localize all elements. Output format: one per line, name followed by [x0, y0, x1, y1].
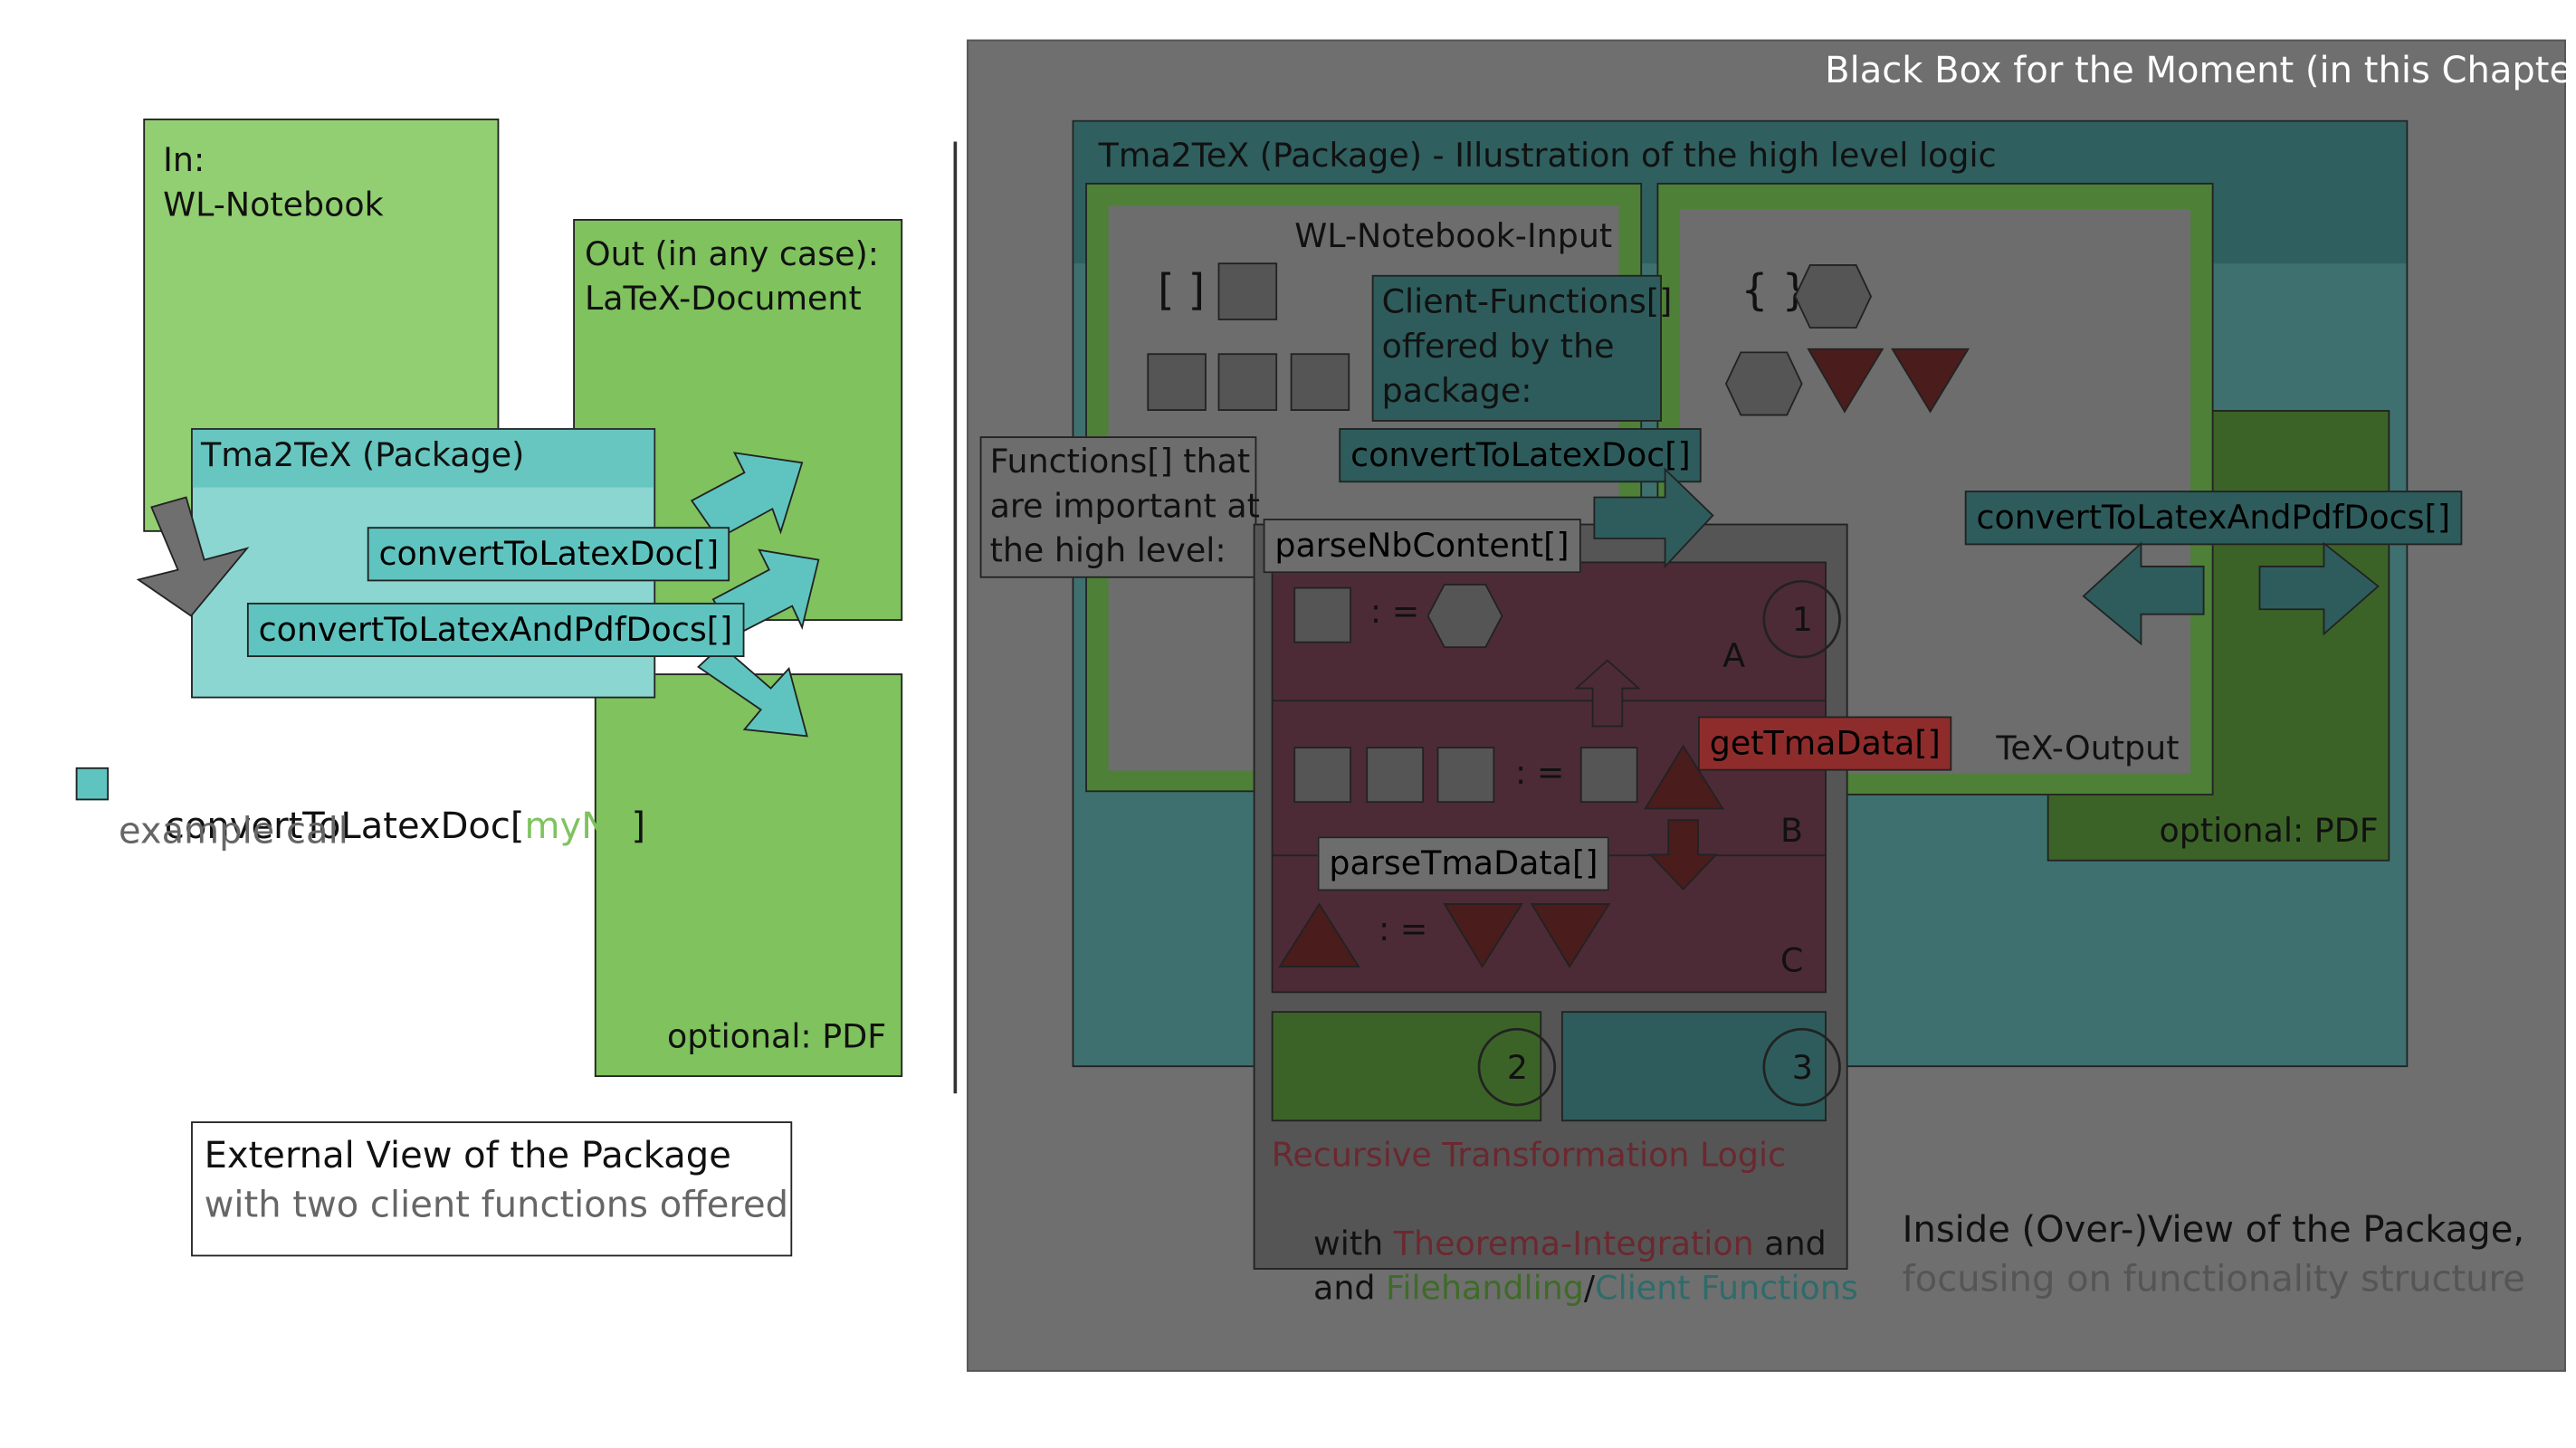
- ext-fn-convert-doc: convertToLatexDoc[]: [367, 527, 730, 582]
- legend-line2-suffix: and: [1753, 1223, 1827, 1263]
- important-functions-line3: the high level:: [989, 529, 1226, 570]
- triangle-up-icon: [1644, 744, 1724, 810]
- important-functions-note: [979, 436, 1257, 578]
- marker-circle-icon: [1762, 579, 1841, 659]
- left-arrow-icon: [2082, 541, 2205, 646]
- external-caption-subtitle: with two client functions offered: [204, 1186, 789, 1227]
- up-arrow-icon: [1573, 659, 1641, 728]
- client-functions-box: [1560, 1011, 1827, 1122]
- example-call-prefix: convertToLatexDoc[: [164, 806, 525, 849]
- cell-square-icon: [1217, 262, 1278, 320]
- filehandling-box: [1271, 1011, 1542, 1122]
- external-caption-box: [191, 1121, 793, 1257]
- client-functions-line3: package:: [1381, 370, 1532, 411]
- client-functions-line2: offered by the: [1381, 326, 1615, 366]
- tex-output-label: TeX-Output: [1996, 728, 2180, 767]
- example-swatch: [75, 767, 110, 801]
- section-b-label: B: [1779, 810, 1803, 850]
- cell-square-icon: [1293, 747, 1351, 804]
- ext-fn-convert-pdf: convertToLatexAndPdfDocs[]: [246, 602, 744, 658]
- output-label-2: LaTeX-Document: [584, 278, 862, 319]
- pdf-arrow-icon: [697, 644, 808, 738]
- example-caption: example call: [119, 812, 348, 853]
- marker-circle-icon: [1762, 1027, 1841, 1107]
- assign-symbol-c: : =: [1379, 909, 1428, 949]
- input-arrow-icon: [136, 496, 250, 617]
- assign-symbol-a: : =: [1369, 591, 1420, 631]
- example-call-arg: myNb: [524, 806, 632, 849]
- notebook-input-label: WL-Notebook-Input: [1294, 215, 1613, 256]
- cell-square-icon: [1579, 747, 1638, 804]
- legend-theorema: Theorema-Integration: [1393, 1223, 1754, 1263]
- fn-parse-nb-content: parseNbContent[]: [1263, 519, 1581, 574]
- example-call: convertToLatexDoc[myNb]: [119, 761, 645, 894]
- marker-1-label: 1: [1791, 599, 1813, 640]
- cell-square-icon: [1293, 586, 1351, 643]
- fn-get-tma-data: getTmaData[]: [1698, 716, 1952, 771]
- inside-caption-subtitle: focusing on functionality structure: [1902, 1259, 2525, 1301]
- triangle-down-icon: [1530, 903, 1611, 968]
- cell-square-icon: [1290, 353, 1350, 411]
- brace-symbol: { }: [1741, 266, 1809, 317]
- inner-fn-convert-doc: convertToLatexDoc[]: [1339, 428, 1703, 483]
- fn-parse-tma-data: parseTmaData[]: [1317, 836, 1610, 891]
- section-c-label: C: [1779, 939, 1804, 980]
- inside-caption-title: Inside (Over-)View of the Package,: [1902, 1210, 2525, 1252]
- legend-filehandling: Filehandling: [1386, 1268, 1584, 1308]
- cell-square-icon: [1147, 353, 1207, 411]
- inner-package-title: Tma2TeX (Package) - Illustration of the …: [1098, 135, 1997, 175]
- client-functions-note: [1371, 274, 1662, 422]
- marker-circle-icon: [1477, 1027, 1557, 1107]
- client-functions-line1: Client-Functions[]: [1381, 281, 1673, 321]
- inner-fn-convert-pdf: convertToLatexAndPdfDocs[]: [1964, 491, 2462, 546]
- triangle-down-icon: [1891, 348, 1970, 414]
- legend-line3-prefix: and: [1313, 1268, 1387, 1308]
- triangle-down-icon: [1443, 903, 1523, 968]
- legend-slash: /: [1583, 1268, 1596, 1308]
- optional-pdf-label: optional: PDF: [666, 1015, 887, 1056]
- right-arrow-icon: [2258, 541, 2380, 636]
- inner-pdf-label: optional: PDF: [2159, 810, 2379, 850]
- triangle-down-icon: [1807, 348, 1884, 414]
- cell-square-icon: [1217, 353, 1278, 411]
- important-functions-line2: are important at: [989, 485, 1260, 526]
- hexagon-icon: [1724, 351, 1803, 416]
- view-separator: [953, 141, 958, 1094]
- optional-pdf-box: [594, 673, 903, 1078]
- marker-3-label: 3: [1791, 1047, 1813, 1087]
- section-a-label: A: [1722, 635, 1746, 676]
- down-arrow-icon: [1648, 819, 1719, 891]
- black-box-label: Black Box for the Moment (in this Chapte…: [1825, 51, 2576, 92]
- section-divider-ab: [1271, 700, 1827, 702]
- legend-line2-prefix: with: [1313, 1223, 1394, 1263]
- example-call-suffix: ]: [631, 806, 646, 849]
- triangle-up-icon: [1278, 902, 1360, 968]
- hexagon-icon: [1426, 584, 1503, 649]
- external-caption-title: External View of the Package: [204, 1136, 731, 1178]
- flow-arrow-icon: [1593, 467, 1714, 569]
- cell-square-icon: [1366, 747, 1425, 804]
- legend-line2: with Theorema-Integration and: [1272, 1177, 1827, 1310]
- package-box-header: [192, 429, 654, 488]
- hexagon-icon: [1794, 264, 1873, 329]
- input-label-1: In:: [163, 139, 205, 180]
- marker-2-label: 2: [1506, 1047, 1529, 1087]
- legend-line1: Recursive Transformation Logic: [1271, 1134, 1787, 1175]
- cell-square-icon: [1436, 747, 1495, 804]
- assign-symbol-b: : =: [1515, 752, 1565, 793]
- legend-client-functions: Client Functions: [1595, 1268, 1858, 1308]
- legend-line3: and Filehandling/Client Functions: [1272, 1222, 1858, 1355]
- important-functions-line1: Functions[] that: [989, 441, 1251, 481]
- bracket-symbol: [ ]: [1158, 266, 1206, 317]
- input-label-2: WL-Notebook: [163, 184, 384, 224]
- output-label-1: Out (in any case):: [584, 233, 880, 274]
- package-title: Tma2TeX (Package): [200, 434, 525, 475]
